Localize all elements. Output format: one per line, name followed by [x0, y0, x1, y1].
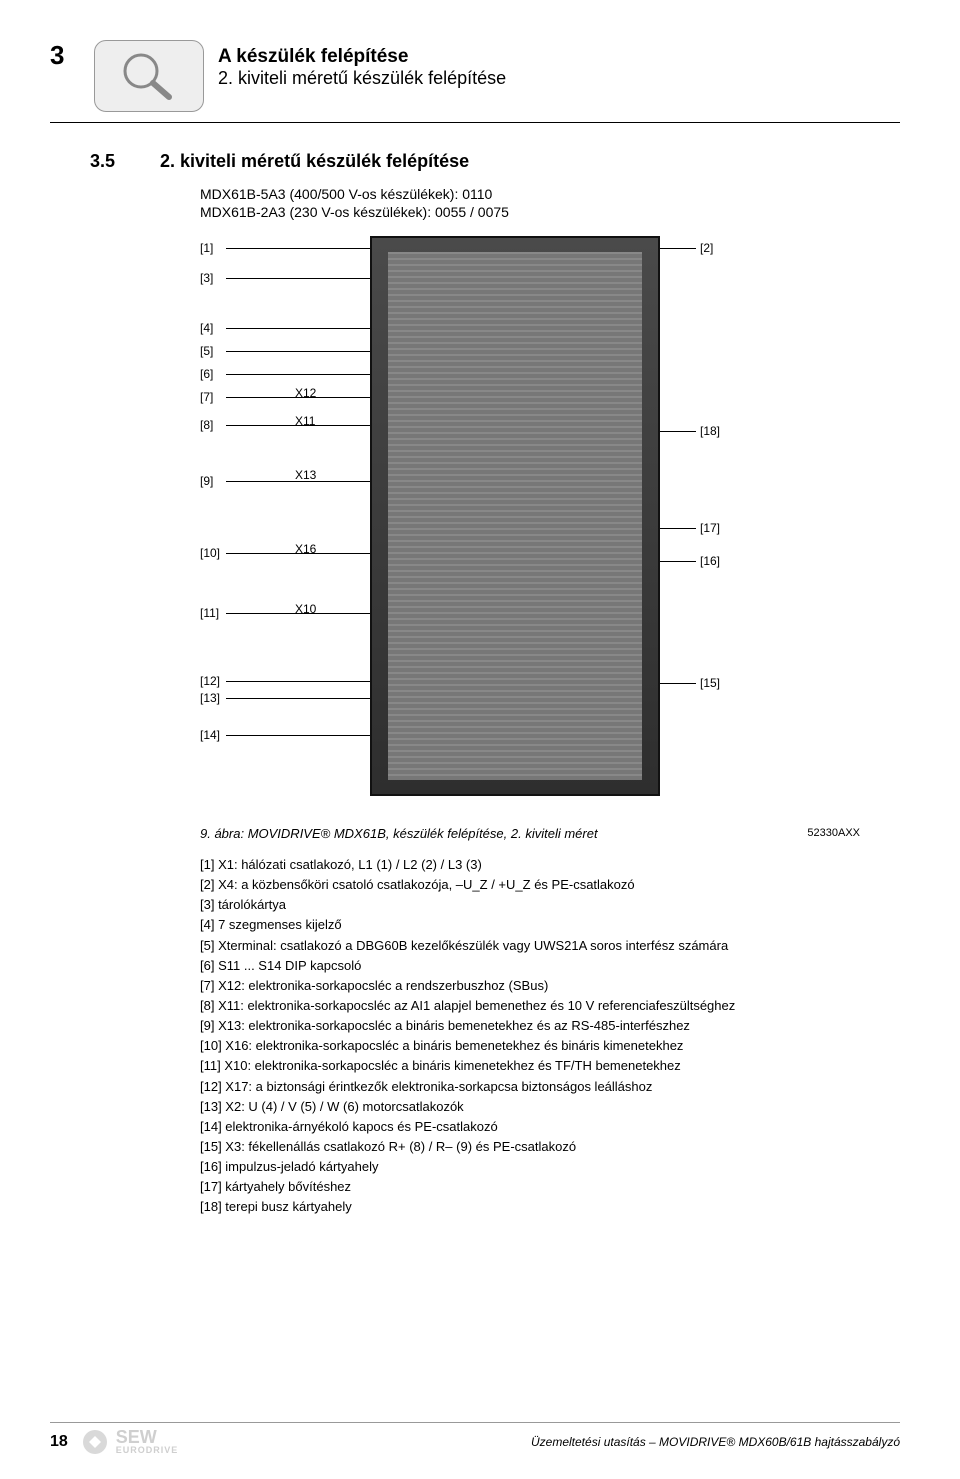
subhead-1: MDX61B-5A3 (400/500 V-os készülékek): 01… — [200, 186, 900, 202]
callout-label: X16 — [295, 542, 316, 556]
header-title-2: 2. kiviteli méretű készülék felépítése — [218, 68, 506, 89]
callout-label: [11] — [200, 606, 219, 620]
legend-item: [17] kártyahely bővítéshez — [200, 1177, 900, 1197]
leader-line — [226, 735, 370, 736]
device-photo — [370, 236, 660, 796]
callout-label: [10] — [200, 546, 220, 560]
legend-item: [1] X1: hálózati csatlakozó, L1 (1) / L2… — [200, 855, 900, 875]
callout-label: [1] — [200, 241, 213, 255]
legend-item: [8] X11: elektronika-sorkapocsléc az AI1… — [200, 996, 900, 1016]
magnifier-icon — [94, 40, 204, 112]
figure-area: [1] [3] [4] [5] [6] [7] [8] [9] [10] [11] [12] [13]… — [200, 236, 820, 816]
leader-line — [660, 683, 696, 684]
callout-label: X13 — [295, 468, 316, 482]
callout-label: [9] — [200, 474, 213, 488]
callout-label: [8] — [200, 418, 213, 432]
callout-label: [16] — [700, 554, 720, 568]
footer-text: Üzemeltetési utasítás – MOVIDRIVE® MDX60… — [531, 1435, 900, 1449]
legend-item: [16] impulzus-jeladó kártyahely — [200, 1157, 900, 1177]
section-number: 3.5 — [50, 151, 160, 172]
leader-line — [226, 681, 370, 682]
footer: 18 SEW EURODRIVE Üzemeltetési utasítás –… — [50, 1428, 900, 1455]
callout-label: [15] — [700, 676, 720, 690]
legend-item: [7] X12: elektronika-sorkapocsléc a rend… — [200, 976, 900, 996]
leader-line — [226, 278, 370, 279]
callout-label: [12] — [200, 674, 220, 688]
legend-item: [15] X3: fékellenállás csatlakozó R+ (8)… — [200, 1137, 900, 1157]
callout-label: X10 — [295, 602, 316, 616]
callout-label: [6] — [200, 367, 213, 381]
leader-line — [226, 328, 370, 329]
legend-item: [4] 7 szegmenses kijelző — [200, 915, 900, 935]
legend-item: [13] X2: U (4) / V (5) / W (6) motorcsat… — [200, 1097, 900, 1117]
legend-item: [10] X16: elektronika-sorkapocsléc a bin… — [200, 1036, 900, 1056]
callout-label: X11 — [295, 414, 315, 428]
legend-item: [11] X10: elektronika-sorkapocsléc a bin… — [200, 1056, 900, 1076]
logo-sub: EURODRIVE — [116, 1446, 179, 1455]
callout-label: [2] — [700, 241, 713, 255]
legend-item: [12] X17: a biztonsági érintkezők elektr… — [200, 1077, 900, 1097]
callout-label: [4] — [200, 321, 213, 335]
leader-line — [226, 351, 370, 352]
callout-label: [7] — [200, 390, 213, 404]
leader-line — [660, 431, 696, 432]
legend-item: [9] X13: elektronika-sorkapocsléc a biná… — [200, 1016, 900, 1036]
legend-item: [3] tárolókártya — [200, 895, 900, 915]
callout-label: [17] — [700, 521, 720, 535]
legend-item: [5] Xterminal: csatlakozó a DBG60B kezel… — [200, 936, 900, 956]
section-title: 2. kiviteli méretű készülék felépítése — [160, 151, 469, 172]
chapter-number: 3 — [50, 40, 80, 71]
callout-label: X12 — [295, 386, 316, 400]
legend: [1] X1: hálózati csatlakozó, L1 (1) / L2… — [200, 855, 900, 1218]
callout-label: [5] — [200, 344, 213, 358]
footer-logo: SEW EURODRIVE — [82, 1428, 179, 1455]
legend-item: [14] elektronika-árnyékoló kapocs és PE-… — [200, 1117, 900, 1137]
footer-rule — [50, 1422, 900, 1423]
header-title-1: A készülék felépítése — [218, 46, 506, 68]
leader-line — [660, 248, 696, 249]
legend-item: [2] X4: a közbensőköri csatoló csatlakoz… — [200, 875, 900, 895]
callout-label: [3] — [200, 271, 213, 285]
callout-label: [13] — [200, 691, 220, 705]
leader-line — [226, 698, 370, 699]
leader-line — [226, 248, 370, 249]
callout-label: [18] — [700, 424, 720, 438]
logo-main: SEW — [116, 1428, 179, 1446]
page-number: 18 — [50, 1433, 68, 1451]
header-rule — [50, 122, 900, 123]
leader-line — [660, 528, 696, 529]
leader-line — [226, 374, 370, 375]
leader-line — [660, 561, 696, 562]
subhead-2: MDX61B-2A3 (230 V-os készülékek): 0055 /… — [200, 204, 900, 220]
legend-item: [6] S11 ... S14 DIP kapcsoló — [200, 956, 900, 976]
callout-label: [14] — [200, 728, 220, 742]
legend-item: [18] terepi busz kártyahely — [200, 1197, 900, 1217]
